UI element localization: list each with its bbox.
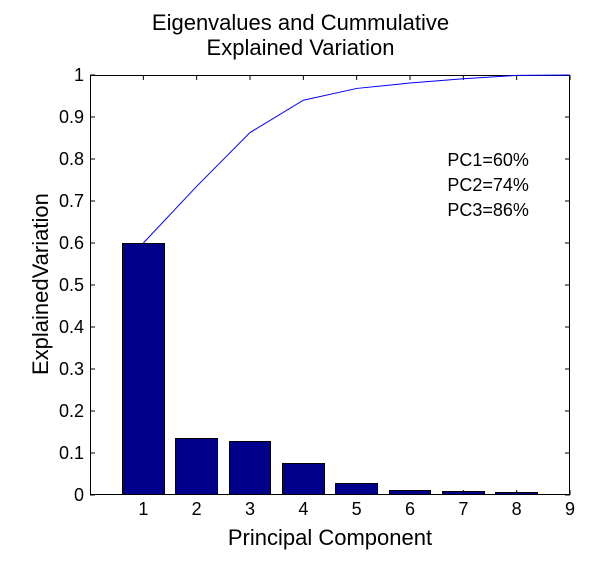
- x-tick-4: 4: [298, 499, 308, 520]
- y-tick-0.9: 0.9: [59, 107, 84, 128]
- y-tick-0.6: 0.6: [59, 233, 84, 254]
- x-tick-8: 8: [512, 499, 522, 520]
- x-tick-2: 2: [192, 499, 202, 520]
- plot-area: PC1=60% PC2=74% PC3=86%: [90, 75, 570, 495]
- y-tick-0.2: 0.2: [59, 401, 84, 422]
- eigenvalues-chart: Eigenvalues and Cummulative Explained Va…: [0, 0, 601, 581]
- y-tick-0.7: 0.7: [59, 191, 84, 212]
- y-tick-1: 1: [74, 65, 84, 86]
- x-axis-label: Principal Component: [90, 525, 570, 551]
- y-axis-label: ExplainedVariation: [28, 193, 54, 375]
- annotation-3: PC3=86%: [447, 200, 529, 221]
- annotation-2: PC2=74%: [447, 175, 529, 196]
- y-tick-0: 0: [74, 485, 84, 506]
- x-tick-9: 9: [565, 499, 575, 520]
- chart-title-line2: Explained Variation: [0, 35, 601, 61]
- y-tick-0.3: 0.3: [59, 359, 84, 380]
- cumulative-line: [90, 75, 570, 495]
- y-tick-0.8: 0.8: [59, 149, 84, 170]
- annotation-1: PC1=60%: [447, 150, 529, 171]
- x-tick-6: 6: [405, 499, 415, 520]
- y-tick-0.5: 0.5: [59, 275, 84, 296]
- x-tick-1: 1: [138, 499, 148, 520]
- x-tick-3: 3: [245, 499, 255, 520]
- x-tick-5: 5: [352, 499, 362, 520]
- y-tick-0.4: 0.4: [59, 317, 84, 338]
- x-tick-7: 7: [458, 499, 468, 520]
- y-tick-0.1: 0.1: [59, 443, 84, 464]
- chart-title-line1: Eigenvalues and Cummulative: [0, 10, 601, 36]
